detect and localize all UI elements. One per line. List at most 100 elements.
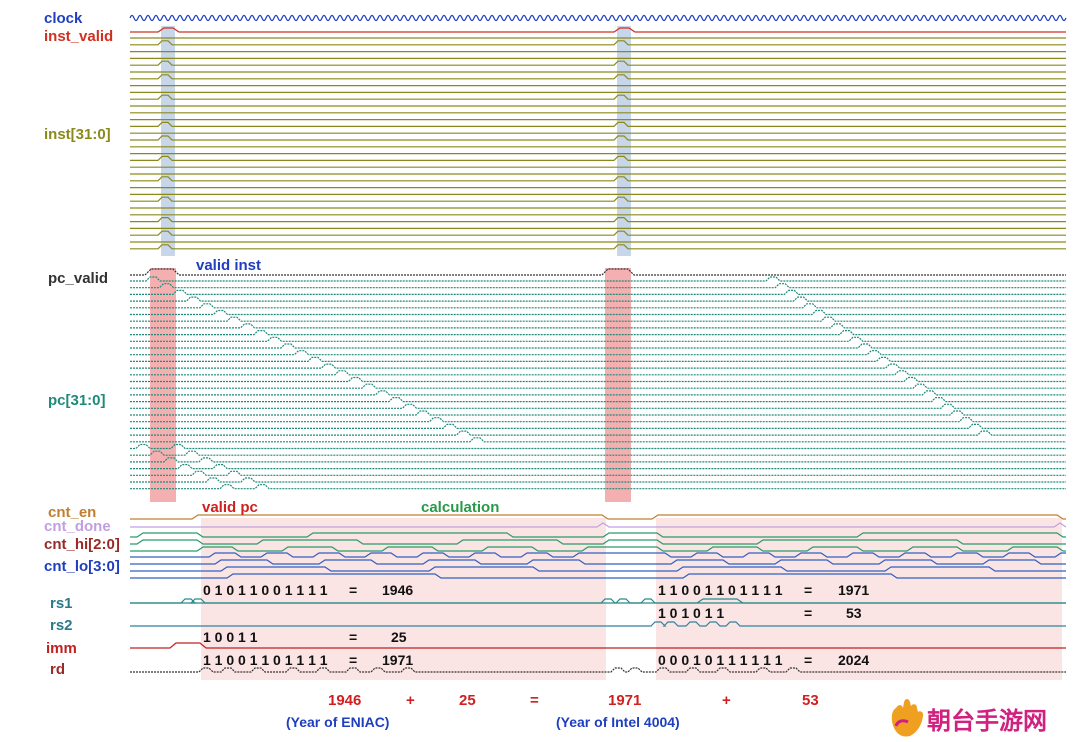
inst-bit-trace [130,176,1066,182]
signal-label-rs2: rs2 [50,617,73,634]
footer-number-53: 53 [802,692,819,709]
cnt-hi-trace [130,546,1066,552]
inst-bit-trace [130,135,1066,141]
pc-bit-trace [130,370,1066,376]
cnt-hi-trace [130,539,1066,545]
footer-equals: = [530,692,539,709]
rs2-value-second: 53 [846,605,862,621]
inst-bit-trace [130,244,1066,250]
cnt-hi-trace [130,532,1066,538]
pc-bit-trace [130,417,1066,423]
annotation-valid-inst: valid inst [196,257,261,274]
pc-bit-trace [130,323,1066,329]
pc-bit-trace [130,276,1066,282]
pc-bit-trace [130,289,1066,295]
signal-traces [129,14,1067,673]
inst-bit-trace [130,74,1066,80]
pc-bit-trace [130,437,1066,443]
signal-label-cnt-lo: cnt_lo[3:0] [44,558,120,575]
inst-bit-trace [130,60,1066,66]
pc-bit-trace [130,410,1066,416]
pc-bit-trace [130,356,1066,362]
pc-bit-trace [130,330,1066,336]
logo-text: 朝台手游网 [927,707,1047,735]
footer-eniac-caption: (Year of ENIAC) [286,714,389,730]
pc-bit-trace [130,423,1066,429]
pc-bit-trace [130,363,1066,369]
signal-label-pc: pc[31:0] [48,392,106,409]
footer-plus-1: + [406,692,415,709]
pc-bit-trace [130,450,1066,456]
pc-bit-trace [130,430,1066,436]
clock-trace [129,14,1067,22]
cnt-lo-trace [130,573,1066,579]
signal-label-inst: inst[31:0] [44,126,111,143]
rs1-trace-detail [130,598,1066,604]
inst-bit-trace [130,155,1066,161]
rs1-bits-first: 0 1 0 1 1 0 0 1 1 1 1 [203,582,328,598]
pc-bit-trace [130,336,1066,342]
rd-value-second: 2024 [838,652,869,668]
inst-bit-trace [130,230,1066,236]
pc-bit-trace [130,376,1066,383]
footer-plus-2: + [722,692,731,709]
cnt-lo-trace [130,566,1066,572]
signal-label-cnt-en: cnt_en [48,504,96,521]
hand-icon [891,699,924,737]
inst-bit-trace [130,121,1066,127]
cnt-lo-trace [130,552,1066,558]
pc-bit-trace [130,477,1066,483]
imm-bits: 1 0 0 1 1 [203,629,258,645]
rd-value-first: 1971 [382,652,413,668]
rs1-value-second: 1971 [838,582,869,598]
pc-bit-trace [130,350,1066,356]
cnt-done-trace [130,522,1067,528]
cnt-en-trace [130,514,1066,520]
rd-eq-second: = [804,652,812,668]
rs1-value-first: 1946 [382,582,413,598]
pc-bit-trace [130,283,1066,289]
rs1-eq-first: = [349,582,357,598]
footer-number-25: 25 [459,692,476,709]
pc-valid-band-1 [150,268,176,502]
footer-intel-caption: (Year of Intel 4004) [556,714,680,730]
rd-bits-first: 1 1 0 0 1 1 0 1 1 1 1 [203,652,328,668]
rs2-trace [130,621,1066,627]
signal-label-clock: clock [44,10,83,27]
imm-value: 25 [391,629,407,645]
rs2-bits-second: 1 0 1 0 1 1 [658,605,724,621]
inst-bit-trace [130,217,1066,223]
inst-valid-band-2 [617,26,631,256]
annotation-valid-pc: valid pc [202,499,258,516]
signal-label-rd: rd [50,661,65,678]
footer-number-1971: 1971 [608,692,641,709]
pc-bit-trace [130,403,1066,409]
pc-bit-trace [130,309,1066,316]
rd-trace [130,667,1066,673]
rs1-trace [130,598,1066,604]
rd-eq-first: = [349,652,357,668]
rs2-eq-second: = [804,605,812,621]
rs1-bits-second: 1 1 0 0 1 1 0 1 1 1 1 [658,582,783,598]
rd-bits-second: 0 0 0 1 0 1 1 1 1 1 1 [658,652,783,668]
pc-bit-trace [130,316,1066,322]
signal-label-inst-valid: inst_valid [44,28,113,45]
pc-valid-band-2 [605,268,631,502]
calc-band-1 [201,518,606,680]
pc-bit-trace [130,470,1066,476]
pc-bit-trace [130,390,1066,396]
pc-bit-trace [130,443,1066,450]
inst-bit-trace [130,40,1066,46]
inst-bit-trace [130,94,1066,100]
pc-bit-trace [130,383,1066,389]
signal-label-imm: imm [46,640,77,657]
pc-bit-trace [130,484,1066,490]
signal-label-rs1: rs1 [50,595,73,612]
pc-bit-trace [130,296,1066,302]
signal-label-cnt-hi: cnt_hi[2:0] [44,536,120,553]
cnt-lo-trace [130,559,1066,565]
signal-label-cnt-done: cnt_done [44,518,111,535]
imm-trace [130,642,1066,649]
inst-bit-trace [130,196,1066,202]
